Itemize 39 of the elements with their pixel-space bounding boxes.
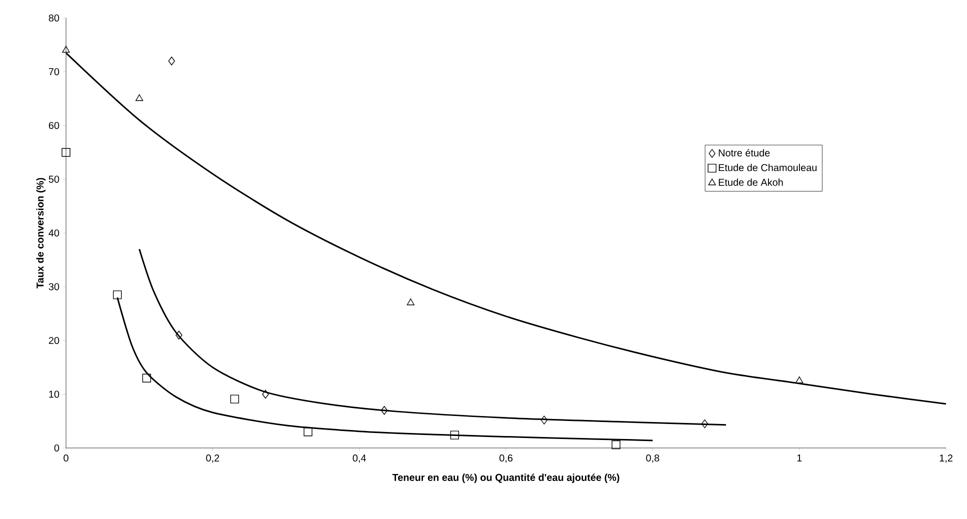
x-tick-label: 0,8 (646, 454, 660, 463)
point (62, 46, 70, 53)
legend-label: Etude de Chamouleau (718, 164, 817, 172)
point (262, 390, 269, 399)
y-tick-label: 50 (48, 176, 60, 183)
y-tick-label: 60 (48, 122, 60, 130)
x-axis-title: Teneur en eau (%) ou Quantité d'eau ajoutée (%) (392, 474, 620, 483)
point (796, 376, 804, 384)
y-axis-title: Taux de conversion (%) (36, 178, 46, 288)
point (230, 394, 240, 404)
x-tick-label: 1,2 (940, 454, 952, 463)
point (450, 430, 460, 440)
x-tick-label: 1 (797, 454, 802, 462)
x-tick-label: 0 (64, 454, 68, 462)
point (380, 406, 388, 415)
point (612, 440, 620, 450)
y-tick-label: 80 (48, 14, 60, 22)
point (701, 419, 708, 428)
y-tick-label: 30 (48, 283, 60, 290)
legend-label: Etude de Akoh (718, 178, 783, 186)
y-tick-label: 0 (54, 444, 60, 452)
point (406, 298, 414, 306)
point (304, 428, 312, 436)
point (168, 56, 175, 66)
point (62, 148, 70, 157)
point (112, 290, 122, 300)
y-tick-label: 10 (49, 390, 60, 398)
y-tick-label: 40 (48, 229, 60, 237)
point (540, 416, 548, 424)
y-tick-label: 70 (48, 68, 60, 76)
y-tick-label: 20 (48, 336, 60, 344)
point (142, 374, 152, 382)
point (176, 330, 182, 340)
x-tick-label: 0,6 (499, 454, 513, 463)
legend-label: Notre étude (718, 149, 770, 156)
line-series (138, 248, 727, 426)
point (136, 94, 144, 101)
x-tick-label: 0,2 (206, 454, 220, 463)
x-tick-label: 0,4 (352, 454, 366, 463)
